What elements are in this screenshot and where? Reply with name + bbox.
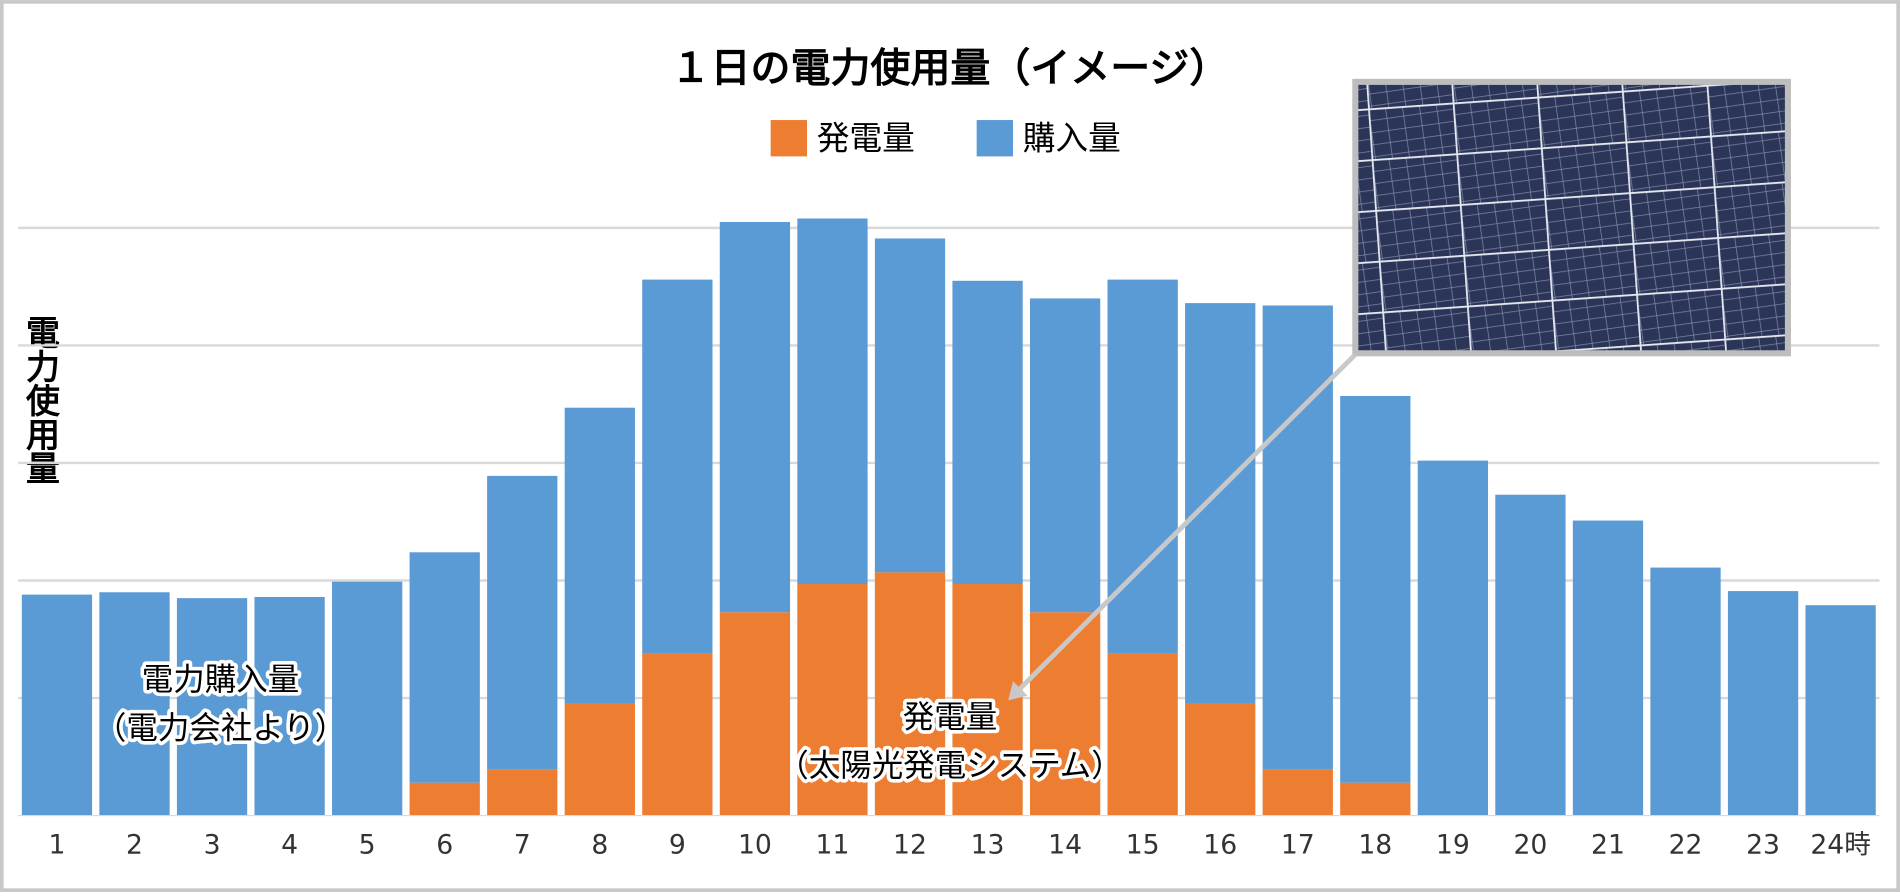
bar-segment bbox=[487, 475, 558, 770]
bar-segment bbox=[1185, 303, 1256, 704]
bar-segment bbox=[1185, 703, 1256, 816]
bar-segment bbox=[21, 594, 93, 816]
bar-segment bbox=[874, 238, 946, 573]
bar-segment bbox=[1417, 460, 1489, 816]
x-tick-label: 5 bbox=[359, 829, 376, 860]
bar-segment bbox=[1029, 298, 1101, 613]
plot-area bbox=[18, 218, 1880, 816]
bar-segment bbox=[952, 280, 1023, 585]
bar-segment bbox=[1340, 782, 1411, 816]
bar-segment bbox=[642, 653, 713, 816]
bar-segment bbox=[1572, 520, 1644, 816]
bar-segment bbox=[332, 581, 403, 816]
x-tick-label: 24時 bbox=[1810, 829, 1871, 860]
bar-segment bbox=[99, 592, 170, 816]
bar-segment bbox=[874, 572, 946, 816]
bar-segment bbox=[797, 218, 868, 585]
annotation: 発電量 bbox=[903, 700, 998, 736]
x-tick-label: 4 bbox=[281, 829, 298, 860]
bar-segment bbox=[642, 279, 713, 654]
x-tick-label: 11 bbox=[816, 829, 850, 860]
callout-arrowhead bbox=[1008, 681, 1028, 701]
bar-segment bbox=[1340, 395, 1411, 783]
x-tick-label: 20 bbox=[1513, 829, 1547, 860]
x-tick-label: 17 bbox=[1281, 829, 1315, 860]
bar-segment bbox=[719, 612, 791, 816]
annotation: （電力会社より） bbox=[95, 711, 346, 747]
x-tick-label: 3 bbox=[204, 829, 221, 860]
bar-segment bbox=[487, 769, 558, 816]
annotation: 電力購入量 bbox=[142, 662, 300, 698]
bar-segment bbox=[564, 407, 635, 704]
x-tick-label: 23 bbox=[1746, 829, 1780, 860]
x-tick-label: 1 bbox=[48, 829, 65, 860]
x-tick-label: 10 bbox=[738, 829, 772, 860]
y-axis-label: 電力使用量 bbox=[20, 315, 60, 485]
callout-line bbox=[1016, 353, 1357, 693]
bar-segment bbox=[1107, 653, 1178, 816]
legend-label: 購入量 bbox=[1023, 120, 1121, 158]
bar-segment bbox=[176, 598, 248, 816]
legend-label: 発電量 bbox=[817, 120, 915, 158]
bar-segment bbox=[254, 596, 325, 816]
bar-segment bbox=[1727, 591, 1799, 816]
x-tick-label: 19 bbox=[1436, 829, 1470, 860]
photo bbox=[1352, 78, 1791, 357]
bar-segment bbox=[1107, 279, 1178, 654]
x-tick-label: 13 bbox=[971, 829, 1005, 860]
bar-segment bbox=[1262, 769, 1333, 816]
chart-title: １日の電力使用量（イメージ） bbox=[671, 45, 1230, 91]
bar-segment bbox=[1262, 305, 1333, 770]
legend-swatch bbox=[976, 120, 1014, 157]
solar-panel-image bbox=[1358, 84, 1785, 351]
legend-swatch bbox=[770, 120, 808, 157]
x-tick-label: 16 bbox=[1203, 829, 1237, 860]
x-tick-label: 8 bbox=[591, 829, 608, 860]
bar-segment bbox=[1495, 494, 1566, 816]
x-tick-label: 9 bbox=[669, 829, 686, 860]
x-tick-label: 21 bbox=[1591, 829, 1625, 860]
x-tick-label: 22 bbox=[1669, 829, 1703, 860]
bar-segment bbox=[1805, 605, 1876, 816]
bar-segment bbox=[409, 552, 480, 783]
x-tick-label: 7 bbox=[514, 829, 531, 860]
bar-segment bbox=[952, 584, 1023, 816]
x-tick-label: 14 bbox=[1048, 829, 1082, 860]
bar-segment bbox=[1650, 567, 1721, 816]
annotation: （太陽光発電システム） bbox=[777, 748, 1123, 784]
bar-segment bbox=[797, 584, 868, 816]
x-tick-label: 12 bbox=[893, 829, 927, 860]
x-tick-label: 18 bbox=[1358, 829, 1392, 860]
x-tick-label: 2 bbox=[126, 829, 143, 860]
bar-segment bbox=[719, 222, 791, 613]
bar-segment bbox=[564, 703, 635, 816]
x-tick-label: 6 bbox=[436, 829, 453, 860]
x-tick-label: 15 bbox=[1126, 829, 1160, 860]
bar-segment bbox=[409, 782, 480, 816]
